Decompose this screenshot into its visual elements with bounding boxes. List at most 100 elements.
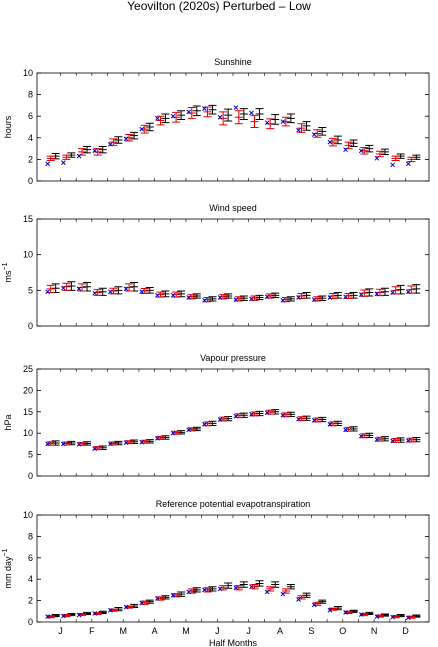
data-point-errorbar-red <box>391 615 400 619</box>
data-point-cross <box>280 297 286 303</box>
y-tick-label: 6 <box>28 111 33 121</box>
data-point-errorbar-red <box>313 417 322 423</box>
data-point-errorbar-black <box>51 152 60 160</box>
data-point-cross <box>358 612 364 617</box>
data-point-cross <box>374 291 380 297</box>
data-point-cross <box>108 607 113 613</box>
y-tick-label: 5 <box>28 285 33 295</box>
data-point-errorbar-red <box>360 289 369 297</box>
data-point-errorbar-red <box>156 291 165 298</box>
data-point-errorbar-black <box>365 144 374 153</box>
data-point-cross <box>233 297 239 302</box>
x-tick-label: F <box>89 626 95 636</box>
data-point-errorbar-red <box>234 413 243 419</box>
data-point-cross <box>170 592 176 598</box>
x-tick-label: J <box>246 626 251 636</box>
data-point-cross <box>233 105 239 110</box>
data-point-errorbar-black <box>255 108 264 120</box>
data-point-errorbar-black <box>67 152 76 158</box>
data-point-errorbar-red <box>93 446 102 451</box>
data-point-errorbar-red <box>203 296 212 303</box>
data-point-errorbar-red <box>219 294 228 300</box>
data-point-errorbar-red <box>297 595 306 600</box>
x-tick-label: J <box>215 626 220 636</box>
data-point-errorbar-red <box>407 156 416 163</box>
data-point-cross <box>217 114 223 120</box>
plot-frame <box>36 72 430 182</box>
data-point-cross <box>61 160 66 165</box>
data-point-errorbar-red <box>125 134 134 142</box>
data-point-cross <box>217 295 223 300</box>
x-tick-label: A <box>152 626 158 636</box>
data-point-errorbar-red <box>250 411 259 417</box>
data-point-cross <box>390 162 395 168</box>
data-point-cross <box>202 587 207 593</box>
data-point-errorbar-black <box>239 295 248 301</box>
data-point-errorbar-red <box>266 118 275 130</box>
data-point-errorbar-red <box>93 148 102 156</box>
data-point-errorbar-red <box>391 438 400 443</box>
data-point-errorbar-red <box>313 601 322 606</box>
y-tick-label: 5 <box>28 450 33 460</box>
data-point-cross <box>217 417 223 422</box>
data-point-cross <box>233 413 239 419</box>
data-point-cross <box>280 412 286 418</box>
data-point-errorbar-red <box>407 615 416 619</box>
data-point-cross <box>155 435 160 441</box>
data-point-errorbar-black <box>145 599 154 604</box>
data-point-errorbar-black <box>192 587 201 593</box>
data-point-errorbar-black <box>380 436 389 442</box>
data-point-cross <box>202 297 207 303</box>
y-tick-label: 8 <box>28 531 33 541</box>
data-point-errorbar-red <box>156 596 165 601</box>
data-point-errorbar-black <box>83 441 92 446</box>
data-point-errorbar-red <box>93 611 102 616</box>
data-point-errorbar-red <box>328 293 337 300</box>
data-point-errorbar-red <box>203 587 212 593</box>
x-axis-label: Half Months <box>209 638 258 647</box>
data-point-errorbar-red <box>109 138 118 146</box>
data-point-errorbar-red <box>140 124 149 134</box>
data-point-cross <box>327 421 333 427</box>
data-point-errorbar-red <box>281 412 290 418</box>
data-point-errorbar-red <box>375 288 384 297</box>
data-point-errorbar-black <box>67 281 76 291</box>
data-point-errorbar-black <box>302 121 311 131</box>
data-point-errorbar-black <box>98 287 107 296</box>
data-point-errorbar-black <box>208 104 217 115</box>
y-tick-label: 0 <box>28 471 33 481</box>
data-point-cross <box>249 110 254 116</box>
data-point-errorbar-red <box>234 296 243 302</box>
y-tick-label: 2 <box>28 154 33 164</box>
data-point-cross <box>217 586 223 592</box>
data-point-errorbar-black <box>192 293 201 299</box>
data-point-errorbar-black <box>255 410 264 417</box>
data-point-errorbar-black <box>412 436 421 443</box>
data-point-errorbar-black <box>161 595 170 600</box>
data-point-errorbar-black <box>239 581 248 588</box>
data-point-cross <box>76 441 82 447</box>
data-point-errorbar-red <box>187 294 196 300</box>
data-point-cross <box>92 446 98 451</box>
data-point-errorbar-red <box>328 137 337 147</box>
data-point-errorbar-red <box>46 155 55 161</box>
data-point-errorbar-black <box>380 613 389 617</box>
data-point-errorbar-red <box>297 123 306 133</box>
data-point-cross <box>249 412 254 417</box>
data-point-errorbar-red <box>140 439 149 444</box>
y-axis-label: ms−1 <box>2 262 13 282</box>
data-point-cross <box>405 161 411 167</box>
data-point-errorbar-black <box>224 108 233 122</box>
y-axis-label-superscript: −1 <box>2 548 9 556</box>
data-point-cross <box>186 295 192 300</box>
data-point-errorbar-red <box>78 612 87 617</box>
data-point-errorbar-red <box>62 154 71 160</box>
data-point-errorbar-black <box>349 139 358 147</box>
data-point-errorbar-red <box>407 285 416 294</box>
data-point-cross <box>264 120 270 126</box>
data-point-cross <box>123 136 129 142</box>
data-point-errorbar-red <box>328 607 337 611</box>
data-point-cross <box>343 427 348 433</box>
data-point-errorbar-black <box>318 295 327 301</box>
data-point-errorbar-black <box>161 290 170 298</box>
